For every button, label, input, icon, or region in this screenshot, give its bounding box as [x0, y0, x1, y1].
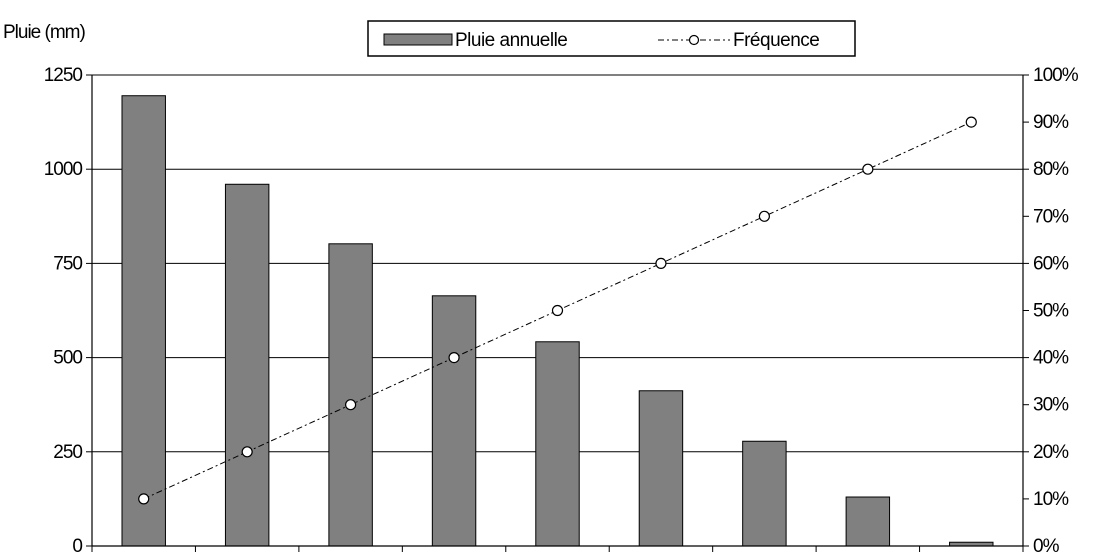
y2-tick-label: 50% [1033, 301, 1069, 322]
y2-tick-label: 70% [1033, 206, 1069, 227]
bar [224, 183, 270, 547]
y-tick-label: 1250 [44, 65, 83, 86]
frequency-point [345, 399, 357, 411]
frequency-line [143, 121, 972, 500]
y2-tick-label: 10% [1033, 489, 1069, 510]
y-tick-label: 1000 [44, 159, 83, 180]
bar [638, 390, 684, 547]
frequency-point [655, 257, 667, 269]
frequency-point [965, 116, 977, 128]
frequency-point [862, 163, 874, 175]
legend-bar-swatch [383, 33, 453, 46]
legend: Pluie annuelle Fréquence [367, 20, 856, 57]
y-tick-label: 750 [53, 253, 82, 274]
right-axis-ticks: 0% 10% 20% 30% 40% 50% 60% 70% 80% 90% 100% [1023, 65, 1080, 552]
y-tick-label: 0 [72, 536, 82, 552]
bar [742, 440, 787, 547]
frequency-point [241, 446, 253, 458]
y2-tick-label: 90% [1033, 112, 1069, 133]
y-tick-label: 500 [53, 348, 82, 369]
left-axis-ticks: 0 250 500 750 1000 1250 [44, 65, 92, 552]
frequency-point [551, 304, 564, 317]
y2-tick-label: 60% [1033, 253, 1069, 274]
legend-label-pluie: Pluie annuelle [455, 30, 567, 51]
y-axis-title: Pluie (mm) [3, 22, 86, 43]
bar-series [121, 95, 994, 547]
frequency-point [138, 493, 150, 505]
line-series [138, 116, 977, 505]
bar [845, 496, 891, 547]
bar [535, 341, 580, 547]
legend-line-marker [688, 34, 700, 46]
legend-label-frequence: Fréquence [733, 30, 819, 51]
frequency-point [758, 210, 770, 222]
y2-tick-label: 0% [1033, 536, 1060, 552]
bar [431, 295, 477, 547]
y-tick-label: 250 [53, 442, 82, 463]
y2-tick-label: 20% [1033, 442, 1069, 463]
y2-tick-label: 30% [1033, 395, 1069, 416]
bar [121, 95, 166, 547]
frequency-point [448, 352, 460, 364]
bar [328, 243, 373, 547]
y2-tick-label: 40% [1033, 348, 1069, 369]
y2-tick-label: 80% [1033, 159, 1069, 180]
y2-tick-label: 100% [1033, 65, 1079, 86]
